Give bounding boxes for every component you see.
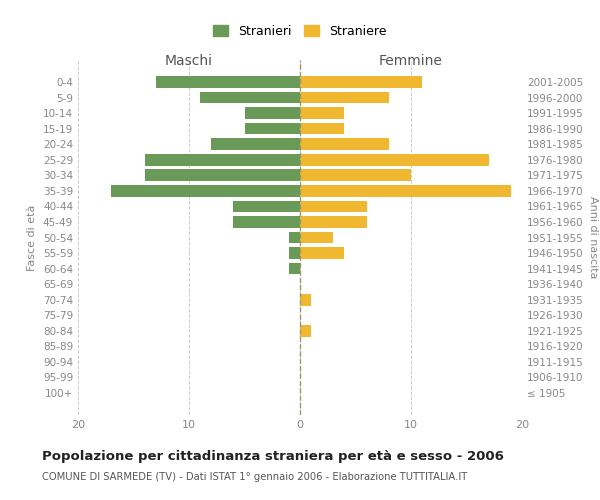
Text: Maschi: Maschi: [165, 54, 213, 68]
Bar: [300, 216, 367, 228]
Bar: [289, 232, 300, 243]
Bar: [300, 92, 389, 104]
Bar: [300, 247, 344, 259]
Bar: [245, 107, 300, 119]
Bar: [300, 76, 422, 88]
Legend: Stranieri, Straniere: Stranieri, Straniere: [208, 20, 392, 43]
Bar: [156, 76, 300, 88]
Bar: [145, 154, 300, 166]
Bar: [300, 170, 411, 181]
Bar: [211, 138, 300, 150]
Text: Popolazione per cittadinanza straniera per età e sesso - 2006: Popolazione per cittadinanza straniera p…: [42, 450, 504, 463]
Text: COMUNE DI SARMEDE (TV) - Dati ISTAT 1° gennaio 2006 - Elaborazione TUTTITALIA.IT: COMUNE DI SARMEDE (TV) - Dati ISTAT 1° g…: [42, 472, 467, 482]
Bar: [233, 216, 300, 228]
Text: Femmine: Femmine: [379, 54, 443, 68]
Bar: [245, 123, 300, 134]
Bar: [289, 247, 300, 259]
Y-axis label: Fasce di età: Fasce di età: [28, 204, 37, 270]
Bar: [300, 123, 344, 134]
Bar: [300, 232, 334, 243]
Bar: [300, 138, 389, 150]
Bar: [200, 92, 300, 104]
Bar: [300, 325, 311, 336]
Bar: [111, 185, 300, 196]
Bar: [289, 263, 300, 274]
Bar: [145, 170, 300, 181]
Bar: [300, 185, 511, 196]
Bar: [233, 200, 300, 212]
Bar: [300, 154, 489, 166]
Bar: [300, 200, 367, 212]
Bar: [300, 294, 311, 306]
Y-axis label: Anni di nascita: Anni di nascita: [587, 196, 598, 279]
Bar: [300, 107, 344, 119]
